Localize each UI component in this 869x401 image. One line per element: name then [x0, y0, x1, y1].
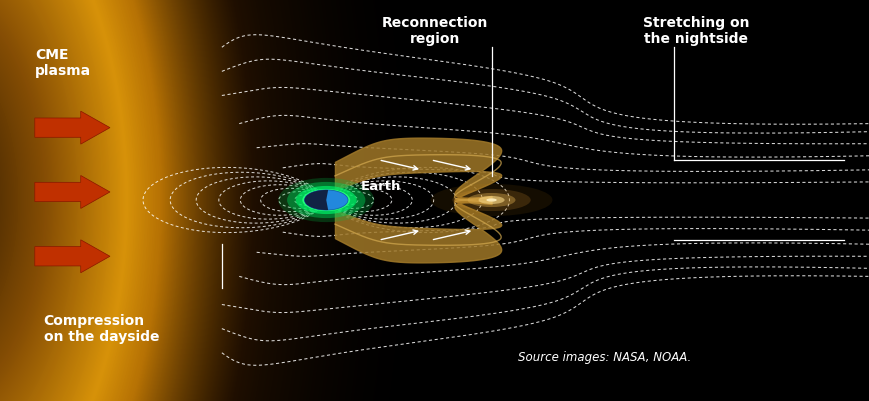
Text: Source images: NASA, NOAA.: Source images: NASA, NOAA.: [517, 350, 690, 363]
Text: Reconnection
region: Reconnection region: [381, 16, 488, 46]
Ellipse shape: [430, 184, 552, 217]
Text: CME
plasma: CME plasma: [35, 48, 91, 78]
Ellipse shape: [468, 194, 514, 208]
Ellipse shape: [478, 196, 504, 205]
FancyArrow shape: [35, 176, 109, 209]
Ellipse shape: [304, 190, 348, 211]
Ellipse shape: [486, 199, 496, 202]
Ellipse shape: [287, 182, 365, 219]
Wedge shape: [304, 190, 328, 211]
FancyArrow shape: [35, 112, 109, 145]
Text: Compression
on the dayside: Compression on the dayside: [43, 313, 159, 343]
Ellipse shape: [452, 189, 530, 212]
FancyArrow shape: [35, 240, 109, 273]
Ellipse shape: [295, 186, 356, 215]
Ellipse shape: [278, 178, 374, 223]
Text: Stretching on
the nightside: Stretching on the nightside: [642, 16, 748, 46]
Ellipse shape: [302, 189, 349, 212]
Text: Earth: Earth: [361, 180, 401, 193]
